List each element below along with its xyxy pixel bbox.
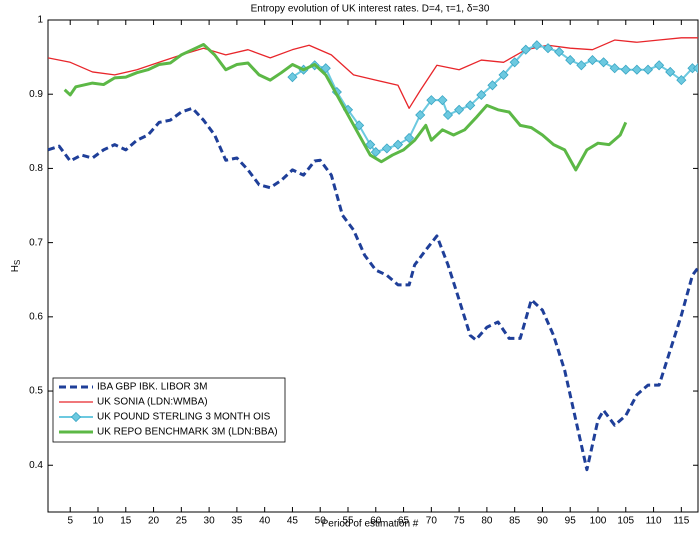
series-marker — [354, 120, 365, 131]
x-tick-label: 115 — [673, 516, 689, 527]
series-marker — [381, 143, 392, 154]
x-tick-label: 85 — [509, 516, 521, 527]
series-marker — [576, 60, 587, 71]
series-marker — [454, 104, 465, 115]
x-tick-label: 45 — [287, 516, 299, 527]
series-marker — [654, 60, 665, 71]
x-tick-label: 5 — [67, 516, 73, 527]
x-tick-label: 35 — [231, 516, 243, 527]
y-tick-label: 1 — [37, 15, 43, 26]
series-marker — [476, 89, 487, 101]
x-tick-label: 100 — [590, 516, 607, 527]
legend-label: UK POUND STERLING 3 MONTH OIS — [97, 412, 271, 423]
series-marker — [365, 139, 376, 150]
x-tick-label: 55 — [342, 516, 354, 527]
y-axis-label-sub: S — [13, 260, 22, 265]
series-marker — [465, 100, 476, 111]
x-tick-label: 60 — [370, 516, 382, 527]
series-line — [63, 42, 628, 172]
x-tick-label: 105 — [617, 516, 634, 527]
series-line — [48, 106, 698, 472]
series-marker — [392, 139, 404, 150]
y-tick-label: 0.8 — [29, 163, 43, 174]
x-tick-label: 40 — [259, 516, 271, 527]
x-tick-label: 80 — [481, 516, 493, 527]
series-marker — [665, 66, 676, 78]
series-marker — [437, 95, 448, 106]
chart-title: Entropy evolution of UK interest rates. … — [251, 4, 490, 15]
series-marker — [620, 64, 631, 75]
series-marker — [442, 109, 454, 121]
series-marker — [565, 55, 576, 66]
series-marker — [509, 57, 520, 68]
series-marker — [370, 147, 381, 158]
legend-label: IBA GBP IBK. LIBOR 3M — [97, 382, 207, 393]
legend-marker — [70, 411, 82, 423]
series-marker — [642, 64, 654, 75]
y-tick-label: 0.6 — [29, 311, 43, 322]
series-marker — [609, 63, 620, 74]
y-tick-label: 0.5 — [29, 386, 43, 397]
legend: IBA GBP IBK. LIBOR 3M UK SONIA (LDN:WMBA)… — [52, 377, 286, 443]
series-marker — [498, 69, 509, 80]
legend-label: UK SONIA (LDN:WMBA) — [97, 397, 208, 408]
series-marker — [487, 80, 498, 91]
series-marker — [631, 64, 642, 75]
x-tick-label: 75 — [454, 516, 466, 527]
x-tick-label: 95 — [565, 516, 577, 527]
series-marker — [692, 63, 698, 74]
x-tick-label: 20 — [148, 516, 160, 527]
y-tick-label: 0.7 — [29, 237, 43, 248]
x-tick-label: 25 — [176, 516, 188, 527]
series-marker — [287, 72, 298, 83]
series-line — [48, 37, 698, 109]
series-marker — [404, 132, 415, 144]
series-marker — [587, 55, 598, 66]
series-marker — [676, 75, 687, 86]
x-tick-label: 65 — [398, 516, 410, 527]
x-tick-label: 70 — [426, 516, 438, 527]
x-tick-label: 90 — [537, 516, 549, 527]
x-tick-label: 10 — [92, 516, 104, 527]
series-marker — [426, 95, 437, 106]
series-marker — [598, 57, 609, 68]
x-axis-label: Period of estimation # — [322, 519, 419, 530]
legend-label: UK REPO BENCHMARK 3M (LDN:BBA) — [97, 427, 278, 438]
series-marker — [320, 63, 331, 74]
x-tick-label: 15 — [120, 516, 132, 527]
series-marker — [554, 46, 565, 57]
series-marker — [531, 40, 542, 51]
y-tick-label: 0.4 — [29, 460, 43, 471]
x-tick-label: 110 — [646, 516, 662, 527]
series-marker — [520, 44, 531, 55]
y-axis-label: HS — [10, 260, 22, 273]
y-axis-label-main: H — [10, 265, 21, 272]
x-tick-label: 30 — [204, 516, 216, 527]
x-tick-label: 50 — [315, 516, 327, 527]
series-marker — [415, 109, 426, 121]
y-tick-label: 0.9 — [29, 89, 43, 100]
series-marker — [542, 43, 554, 54]
